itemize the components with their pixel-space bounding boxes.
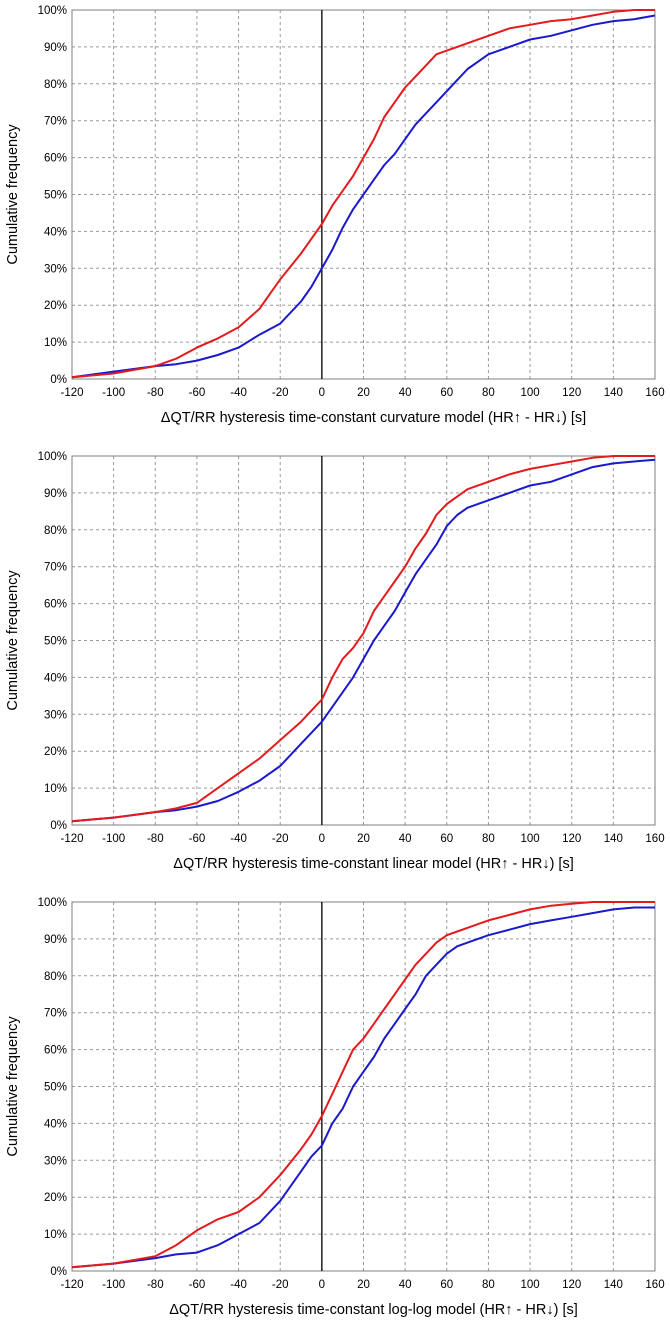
y-tick-label: 40% <box>44 226 67 238</box>
x-tick-label: -40 <box>230 1279 247 1291</box>
chart-svg-curvature: -120 -100 -80 -60 -40 -20 0 20 40 60 80 100 120 140 16… <box>5 5 665 426</box>
y-tick-label: 100% <box>38 5 67 17</box>
y-tick-label: 70% <box>44 562 67 574</box>
y-axis-title: Cumulative frequency <box>5 1016 21 1157</box>
x-tick-label: 120 <box>562 387 581 399</box>
x-tick-label: 80 <box>482 387 495 399</box>
x-tick-label: -20 <box>272 1279 289 1291</box>
x-tick-label: 40 <box>399 1279 412 1291</box>
y-tick-label: 50% <box>44 1082 67 1094</box>
x-tick-label: 120 <box>562 1279 581 1291</box>
y-tick-label: 30% <box>44 263 67 275</box>
y-tick-label: 60% <box>44 153 67 165</box>
chart-panel-linear: -120 -100 -80 -60 -40 -20 0 20 40 60 80 100 120 140 16… <box>0 446 670 892</box>
series-line-red <box>71 455 655 823</box>
x-tick-label: -60 <box>189 387 206 399</box>
x-tick-label: -100 <box>102 387 125 399</box>
x-tick-label: 140 <box>604 1279 623 1291</box>
x-tick-label: 20 <box>357 1279 370 1291</box>
x-tick-label: 60 <box>440 387 453 399</box>
y-tick-label: 10% <box>44 337 67 349</box>
x-tick-label: 100 <box>520 387 539 399</box>
plot-border <box>71 455 656 826</box>
chart-svg-loglog: -120 -100 -80 -60 -40 -20 0 20 40 60 80 100 120 140 16… <box>5 897 665 1318</box>
y-axis-title: Cumulative frequency <box>5 124 21 265</box>
x-tick-label: 140 <box>604 387 623 399</box>
plot-border <box>71 901 656 1272</box>
series-line-red <box>71 9 655 379</box>
y-tick-label: 90% <box>44 934 67 946</box>
x-tick-label: 0 <box>319 833 325 845</box>
y-tick-label: 20% <box>44 300 67 312</box>
y-tick-label: 20% <box>44 1192 67 1204</box>
y-tick-label: 0% <box>50 374 67 386</box>
chart-panel-loglog: -120 -100 -80 -60 -40 -20 0 20 40 60 80 100 120 140 16… <box>0 892 670 1338</box>
x-tick-label: -120 <box>60 387 83 399</box>
x-tick-label: 100 <box>520 1279 539 1291</box>
x-tick-label: -40 <box>230 833 247 845</box>
x-tick-label: -100 <box>102 833 125 845</box>
series-line-red <box>71 901 655 1269</box>
x-axis-title: ΔQT/RR hysteresis time-constant linear m… <box>173 856 573 872</box>
y-tick-label: 50% <box>44 190 67 202</box>
y-tick-label: 80% <box>44 79 67 91</box>
y-tick-label: 90% <box>44 42 67 54</box>
x-tick-label: 160 <box>645 387 664 399</box>
series-line-blue <box>71 458 656 823</box>
y-tick-label: 10% <box>44 1229 67 1241</box>
x-tick-label: 160 <box>645 1279 664 1291</box>
x-tick-label: -120 <box>60 1279 83 1291</box>
x-tick-label: -40 <box>230 387 247 399</box>
y-tick-label: 40% <box>44 1118 67 1130</box>
x-tick-label: -80 <box>147 1279 164 1291</box>
x-tick-label: -20 <box>272 833 289 845</box>
y-tick-label: 100% <box>38 451 67 463</box>
x-tick-label: 80 <box>482 1279 495 1291</box>
y-tick-label: 60% <box>44 1045 67 1057</box>
chart-panel-curvature: -120 -100 -80 -60 -40 -20 0 20 40 60 80 100 120 140 16… <box>0 0 670 446</box>
x-axis-title: ΔQT/RR hysteresis time-constant curvatur… <box>161 410 586 426</box>
x-tick-label: 0 <box>319 387 325 399</box>
x-tick-label: 160 <box>645 833 664 845</box>
y-tick-label: 50% <box>44 636 67 648</box>
y-tick-label: 70% <box>44 1008 67 1020</box>
y-tick-label: 80% <box>44 525 67 537</box>
x-tick-label: -100 <box>102 1279 125 1291</box>
x-tick-label: -20 <box>272 387 289 399</box>
x-tick-label: 20 <box>357 387 370 399</box>
y-tick-label: 100% <box>38 897 67 909</box>
y-tick-label: 0% <box>50 820 67 832</box>
y-tick-label: 90% <box>44 488 67 500</box>
x-tick-label: -80 <box>147 833 164 845</box>
x-tick-label: 40 <box>399 833 412 845</box>
x-tick-label: -120 <box>60 833 83 845</box>
x-tick-label: 120 <box>562 833 581 845</box>
y-tick-label: 70% <box>44 116 67 128</box>
y-tick-label: 60% <box>44 599 67 611</box>
y-tick-label: 20% <box>44 746 67 758</box>
series-line-blue <box>71 906 655 1269</box>
x-tick-label: 40 <box>399 387 412 399</box>
y-tick-label: 10% <box>44 783 67 795</box>
x-tick-label: 20 <box>357 833 370 845</box>
y-tick-label: 30% <box>44 709 67 721</box>
x-tick-label: 80 <box>482 833 495 845</box>
x-tick-label: 60 <box>440 1279 453 1291</box>
x-tick-label: -80 <box>147 387 164 399</box>
x-tick-label: -60 <box>189 833 206 845</box>
y-tick-label: 30% <box>44 1155 67 1167</box>
plot-border <box>71 9 656 380</box>
y-tick-label: 40% <box>44 672 67 684</box>
x-tick-label: 60 <box>440 833 453 845</box>
chart-svg-linear: -120 -100 -80 -60 -40 -20 0 20 40 60 80 100 120 140 16… <box>5 451 665 872</box>
y-tick-label: 80% <box>44 971 67 983</box>
y-axis-title: Cumulative frequency <box>5 570 21 711</box>
x-tick-label: 100 <box>520 833 539 845</box>
x-tick-label: 140 <box>604 833 623 845</box>
x-tick-label: -60 <box>189 1279 206 1291</box>
series-line-blue <box>71 14 656 379</box>
x-tick-label: 0 <box>319 1279 325 1291</box>
y-tick-label: 0% <box>50 1266 67 1278</box>
x-axis-title: ΔQT/RR hysteresis time-constant log-log … <box>169 1302 578 1318</box>
